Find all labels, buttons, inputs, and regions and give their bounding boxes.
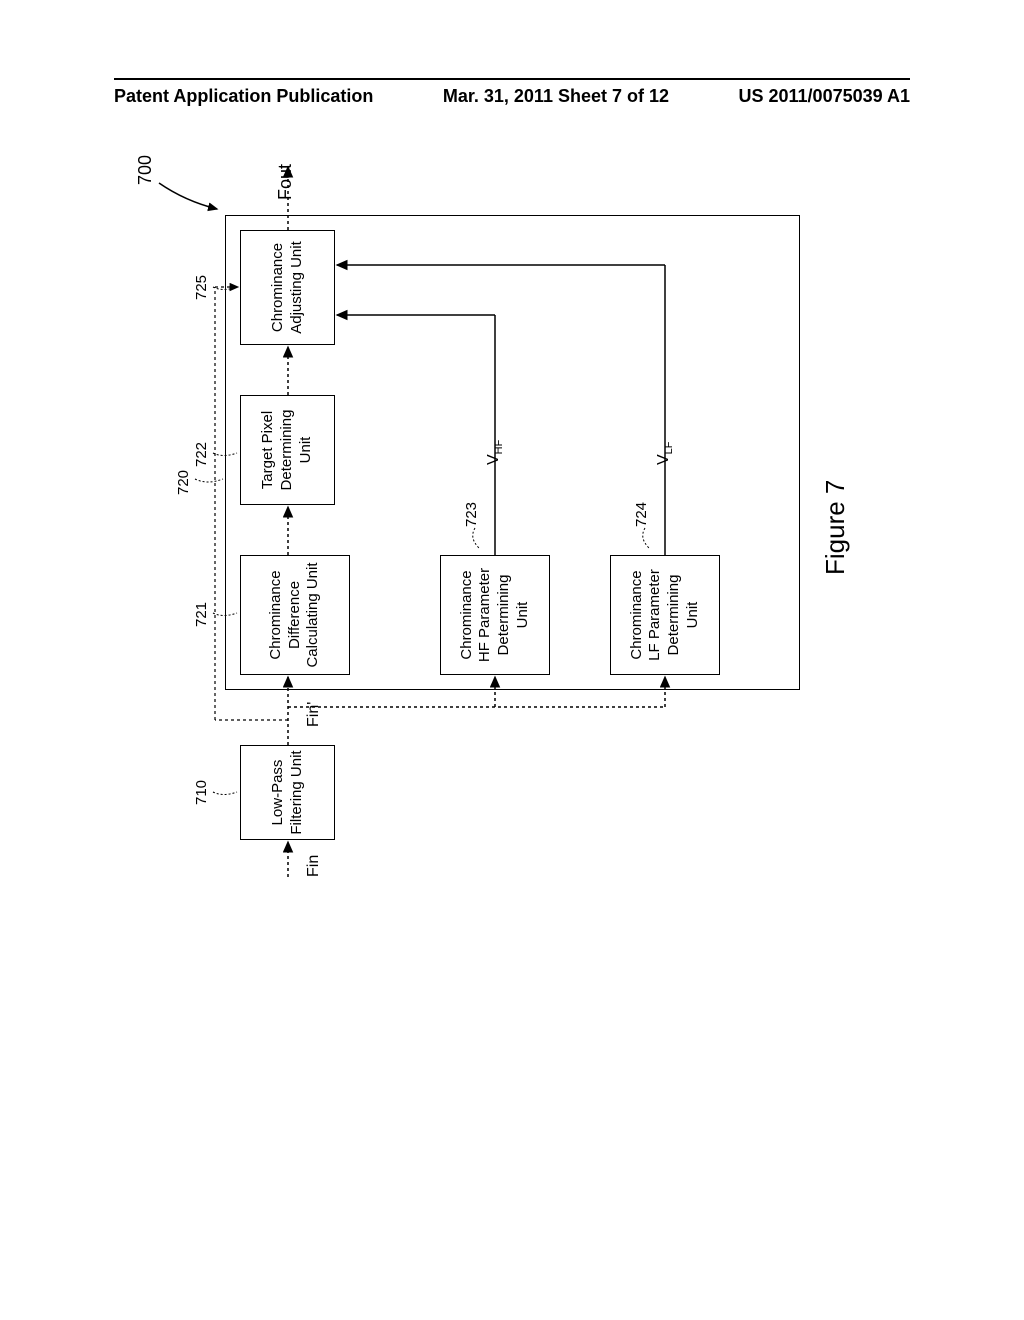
header-center: Mar. 31, 2011 Sheet 7 of 12 [443, 86, 669, 107]
header-left: Patent Application Publication [114, 86, 373, 107]
block-diagram: Low-Pass Filtering Unit Chrominance Diff… [145, 165, 875, 885]
header-right: US 2011/0075039 A1 [739, 86, 910, 107]
page: Patent Application Publication Mar. 31, … [0, 0, 1024, 1320]
figure-caption: Figure 7 [820, 480, 851, 575]
wiring [145, 145, 845, 885]
page-header: Patent Application Publication Mar. 31, … [0, 78, 1024, 107]
header-text-row: Patent Application Publication Mar. 31, … [114, 80, 910, 107]
